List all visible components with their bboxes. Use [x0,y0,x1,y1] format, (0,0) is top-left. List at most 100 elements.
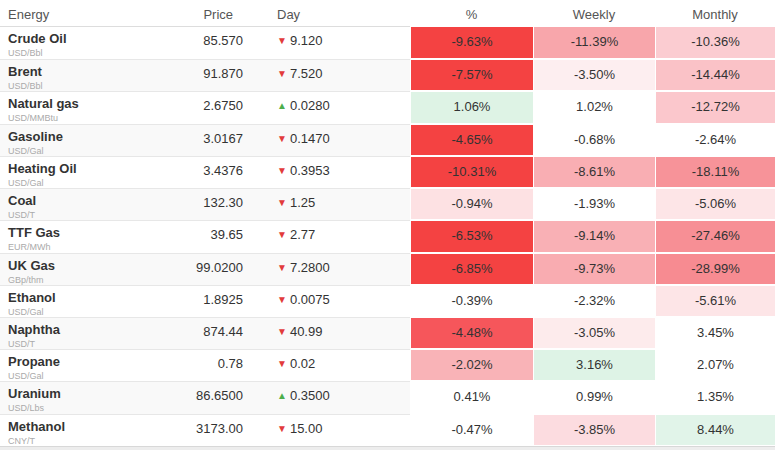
commodity-name-link[interactable]: Gasoline [8,129,160,144]
header-energy[interactable]: Energy [0,0,160,26]
weekly-change-cell: -0.68% [533,124,655,155]
down-triangle-icon: ▼ [277,133,287,144]
commodity-cell: Gasoline USD/Gal [0,125,160,156]
header-monthly[interactable]: Monthly [655,0,775,26]
monthly-change-cell: -5.06% [655,188,775,219]
day-change-cell: ▼2.77 [245,221,410,252]
price-value: 85.570 [160,27,245,59]
table-row[interactable]: Gasoline USD/Gal 3.0167 ▼0.1470 -4.65% -… [0,124,775,156]
commodity-unit: USD/MMBtu [8,113,160,123]
commodity-cell: Methanol CNY/T [0,415,160,446]
table-row[interactable]: Crude Oil USD/Bbl 85.570 ▼9.120 -9.63% -… [0,27,775,59]
day-change-cell: ▼0.3953 [245,157,410,188]
monthly-change-cell: 8.44% [655,414,775,445]
day-change-cell: ▼0.0075 [245,286,410,317]
down-triangle-icon: ▼ [277,68,287,79]
day-change-value: 0.0280 [290,98,330,113]
commodity-name-link[interactable]: Naphtha [8,322,160,337]
percent-change-cell: -7.57% [410,59,533,90]
price-value: 874.44 [160,318,245,349]
table-row[interactable]: TTF Gas EUR/MWh 39.65 ▼2.77 -6.53% -9.14… [0,220,775,252]
down-triangle-icon: ▼ [277,294,287,305]
header-day[interactable]: Day [245,0,410,26]
weekly-change-cell: -9.73% [533,253,655,284]
commodity-name-link[interactable]: TTF Gas [8,225,160,240]
commodity-cell: Naphtha USD/T [0,318,160,349]
commodity-unit: EUR/MWh [8,242,160,252]
percent-change-cell: -0.47% [410,414,533,445]
price-value: 3.4376 [160,157,245,188]
commodity-cell: Heating Oil USD/Gal [0,157,160,188]
table-row[interactable]: Natural gas USD/MMBtu 2.6750 ▲0.0280 1.0… [0,91,775,123]
weekly-change-cell: -2.32% [533,285,655,316]
monthly-change-cell: 3.45% [655,317,775,348]
price-value: 0.78 [160,350,245,381]
commodity-unit: USD/Gal [8,146,160,156]
commodity-name-link[interactable]: Methanol [8,419,160,434]
weekly-change-cell: -8.61% [533,156,655,187]
monthly-change-cell: -27.46% [655,220,775,251]
commodity-cell: Uranium USD/Lbs [0,382,160,413]
table-bottom-strip [0,446,775,450]
commodity-unit: USD/Gal [8,178,160,188]
table-row[interactable]: Coal USD/T 132.30 ▼1.25 -0.94% -1.93% -5… [0,188,775,220]
day-change-cell: ▼1.25 [245,189,410,220]
table-row[interactable]: Methanol CNY/T 3173.00 ▼15.00 -0.47% -3.… [0,414,775,446]
day-change-cell: ▼0.02 [245,350,410,381]
down-triangle-icon: ▼ [277,262,287,273]
table-header-row: Energy Price Day % Weekly Monthly [0,0,775,27]
table-body: Crude Oil USD/Bbl 85.570 ▼ 9.120 -9.63% -… [0,27,775,446]
up-triangle-icon: ▲ [277,390,287,401]
commodity-name-link[interactable]: Ethanol [8,290,160,305]
percent-change-cell: -4.65% [410,124,533,155]
day-change-value: 1.25 [290,195,315,210]
table-row[interactable]: Uranium USD/Lbs 86.6500 ▲0.3500 0.41% 0.… [0,381,775,413]
day-change-cell: ▲0.0280 [245,92,410,123]
monthly-change-cell: -18.11% [655,156,775,187]
commodity-name-link[interactable]: Natural gas [8,96,160,111]
day-change-cell: ▼40.99 [245,318,410,349]
table-row[interactable]: UK Gas GBp/thm 99.0200 ▼7.2800 -6.85% -9… [0,253,775,285]
day-change-cell: ▼15.00 [245,415,410,446]
commodity-name-link[interactable]: Uranium [8,386,160,401]
commodity-unit: USD/Bbl [8,48,160,58]
commodity-unit: USD/T [8,210,160,220]
commodity-cell: Natural gas USD/MMBtu [0,92,160,123]
commodity-name-link[interactable]: Coal [8,193,160,208]
commodity-name-link[interactable]: Crude Oil [8,31,160,46]
price-value: 3.0167 [160,125,245,156]
commodity-name-link[interactable]: Propane [8,354,160,369]
price-value: 2.6750 [160,92,245,123]
day-change-cell: ▼7.2800 [245,254,410,285]
monthly-change-cell: -2.64% [655,124,775,155]
commodity-name-link[interactable]: Heating Oil [8,161,160,176]
monthly-change-cell: -10.36% [655,26,775,58]
header-price[interactable]: Price [160,0,245,26]
percent-change-cell: -9.63% [410,26,533,58]
percent-change-cell: -0.94% [410,188,533,219]
commodity-unit: CNY/T [8,436,160,446]
day-change-value: 0.0075 [290,292,330,307]
table-row[interactable]: Brent USD/Bbl 91.870 ▼7.520 -7.57% -3.50… [0,59,775,91]
commodity-name-link[interactable]: Brent [8,64,160,79]
price-value: 99.0200 [160,254,245,285]
table-row[interactable]: Propane USD/Gal 0.78 ▼0.02 -2.02% 3.16% … [0,349,775,381]
commodity-name-link[interactable]: UK Gas [8,258,160,273]
weekly-change-cell: 3.16% [533,349,655,380]
price-value: 3173.00 [160,415,245,446]
price-value: 91.870 [160,60,245,91]
table-row[interactable]: Heating Oil USD/Gal 3.4376 ▼0.3953 -10.3… [0,156,775,188]
monthly-change-cell: -5.61% [655,285,775,316]
commodity-cell: Propane USD/Gal [0,350,160,381]
header-weekly[interactable]: Weekly [533,0,655,26]
day-change-value: 9.120 [290,33,323,48]
monthly-change-cell: -28.99% [655,253,775,284]
table-row[interactable]: Ethanol USD/Gal 1.8925 ▼0.0075 -0.39% -2… [0,285,775,317]
weekly-change-cell: -3.85% [533,414,655,445]
weekly-change-cell: 1.02% [533,91,655,122]
day-change-value: 40.99 [290,324,323,339]
day-change-value: 7.520 [290,66,323,81]
header-percent[interactable]: % [410,0,533,26]
monthly-change-cell: -14.44% [655,59,775,90]
table-row[interactable]: Naphtha USD/T 874.44 ▼40.99 -4.48% -3.05… [0,317,775,349]
